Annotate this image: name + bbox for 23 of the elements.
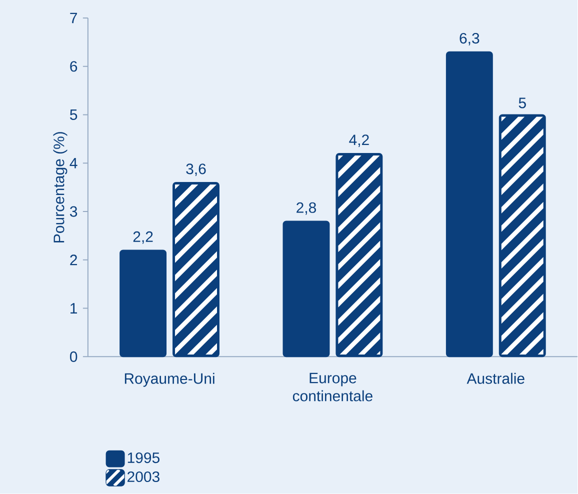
y-tick-label: 2 bbox=[70, 254, 77, 266]
y-tick-label: 6 bbox=[70, 61, 78, 72]
x-tick-label: Europe continentale bbox=[292, 373, 372, 402]
bar bbox=[120, 250, 167, 358]
y-tick-label: 1 bbox=[70, 303, 78, 314]
legend-label: 1995 bbox=[128, 452, 160, 464]
y-tick-label: 5 bbox=[70, 110, 78, 120]
data-label: 2,2 bbox=[133, 232, 153, 244]
data-label: 5 bbox=[518, 98, 526, 108]
y-tick-label: 7 bbox=[70, 13, 77, 24]
y-tick-label: 4 bbox=[70, 158, 78, 169]
data-label: 4,2 bbox=[349, 134, 369, 148]
y-tick-label: 3 bbox=[70, 206, 78, 218]
data-label: 6,3 bbox=[460, 33, 480, 46]
bar bbox=[282, 220, 330, 358]
data-label: 3,6 bbox=[186, 164, 206, 176]
y-tick-label: 0 bbox=[70, 352, 78, 362]
x-tick-label: Australie bbox=[466, 373, 524, 384]
legend-label: 2003 bbox=[128, 472, 160, 482]
y-axis-title: Pourcentage (%) bbox=[53, 132, 68, 243]
x-tick-label: Royaume-Uni bbox=[124, 373, 214, 388]
bar bbox=[446, 52, 493, 358]
data-label: 2,8 bbox=[296, 202, 316, 215]
